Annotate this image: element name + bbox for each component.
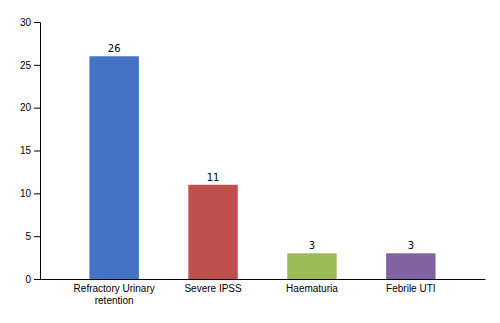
y-axis-line xyxy=(34,23,41,280)
y-tick-label: 25 xyxy=(20,60,32,71)
x-tick: Haematuria xyxy=(286,279,338,294)
x-tick-label: Haematuria xyxy=(286,283,338,294)
plot: 0 5 10 15 20 25 30 Refractory Urinaryretention S… xyxy=(20,17,486,306)
y-tick-label: 5 xyxy=(25,231,31,242)
x-tick: Febrile UTI xyxy=(386,279,435,294)
x-tick: Refractory Urinaryretention xyxy=(74,279,155,306)
y-tick-mark xyxy=(34,193,40,194)
data-label: 26 xyxy=(108,43,121,54)
x-tick: Severe IPSS xyxy=(184,279,242,294)
y-tick-label: 15 xyxy=(20,145,32,156)
y-tick-mark xyxy=(34,108,40,109)
x-tick-label: Febrile UTI xyxy=(386,283,435,294)
y-tick: 25 xyxy=(20,60,40,71)
chart: 0 5 10 15 20 25 30 Refractory Urinaryretention S… xyxy=(0,0,500,323)
x-axis-line xyxy=(41,279,486,280)
x-tick-label-line: Febrile UTI xyxy=(386,283,435,294)
y-tick: 10 xyxy=(20,188,40,199)
y-tick-mark xyxy=(34,22,40,23)
y-tick-mark xyxy=(34,151,40,152)
y-tick: 20 xyxy=(20,102,40,113)
y-tick: 30 xyxy=(20,17,40,28)
x-tick-label-line: Haematuria xyxy=(286,283,338,294)
y-axis: 0 5 10 15 20 25 30 xyxy=(20,17,41,285)
x-tick-label-line: retention xyxy=(95,295,134,306)
y-tick-label: 0 xyxy=(25,274,31,285)
data-label: 3 xyxy=(408,240,414,251)
data-label: 11 xyxy=(207,172,220,183)
bars xyxy=(89,56,435,279)
bar xyxy=(188,185,237,279)
y-tick-label: 20 xyxy=(20,102,32,113)
y-tick: 0 xyxy=(25,274,40,285)
x-tick-label-line: Severe IPSS xyxy=(184,283,242,294)
y-tick-mark xyxy=(34,65,40,66)
y-tick: 5 xyxy=(25,231,40,242)
data-labels: 26 11 3 3 xyxy=(108,43,414,251)
x-axis: Refractory Urinaryretention Severe IPSS Ha… xyxy=(41,279,486,306)
bar xyxy=(386,253,435,279)
y-tick: 15 xyxy=(20,145,40,156)
bar xyxy=(89,56,138,279)
y-tick-mark xyxy=(34,279,40,280)
y-tick-mark xyxy=(34,236,40,237)
data-label: 3 xyxy=(309,240,315,251)
bar xyxy=(287,253,336,279)
x-tick-label: Refractory Urinaryretention xyxy=(74,283,155,306)
x-tick-label: Severe IPSS xyxy=(184,283,242,294)
y-tick-label: 30 xyxy=(20,17,32,28)
x-tick-label-line: Refractory Urinary xyxy=(74,283,155,294)
y-tick-label: 10 xyxy=(20,188,32,199)
